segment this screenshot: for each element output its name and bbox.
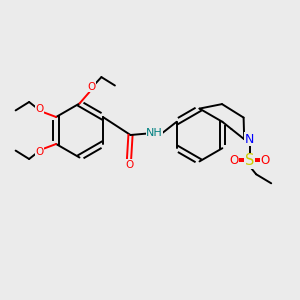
Text: S: S <box>245 153 254 168</box>
Text: N: N <box>245 133 254 146</box>
Text: O: O <box>35 103 44 114</box>
Text: O: O <box>125 160 133 170</box>
Text: O: O <box>87 82 95 92</box>
Text: O: O <box>230 154 238 167</box>
Text: NH: NH <box>146 128 163 139</box>
Text: O: O <box>261 154 270 167</box>
Text: O: O <box>35 147 44 158</box>
